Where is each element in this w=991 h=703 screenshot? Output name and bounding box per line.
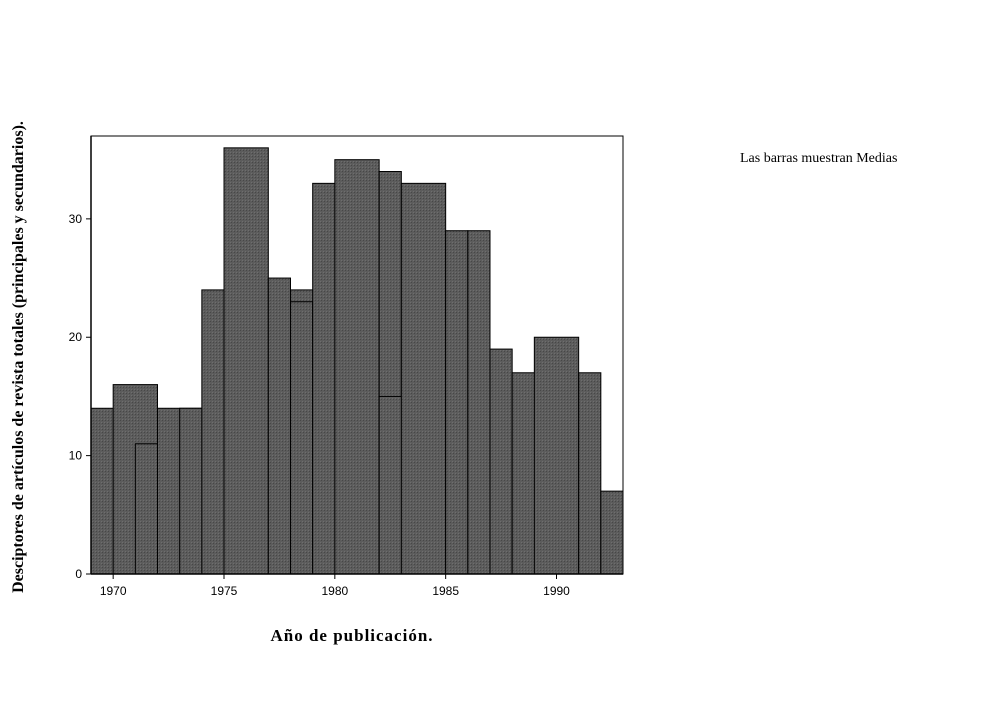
bar-16	[467, 230, 491, 575]
y-tick-label-0: 0	[75, 567, 82, 581]
x-axis-label: Año de publicación.	[270, 626, 433, 645]
bar-6	[223, 147, 269, 575]
x-tick-label-1990: 1990	[543, 584, 570, 598]
x-tick-label-1970: 1970	[100, 584, 127, 598]
x-tick-label-1975: 1975	[211, 584, 238, 598]
y-tick-label-10: 10	[69, 449, 83, 463]
bar-9	[290, 301, 314, 575]
bar-20	[533, 336, 580, 575]
y-tick-label-20: 20	[69, 330, 83, 344]
bars-note: Las barras muestran Medias	[740, 151, 897, 166]
bar-17	[489, 348, 513, 575]
x-tick-label-1980: 1980	[321, 584, 348, 598]
bar-11	[334, 159, 380, 575]
x-tick-label-1985: 1985	[432, 584, 459, 598]
bars-group	[90, 147, 624, 575]
bar-15	[445, 230, 469, 575]
bar-22	[600, 490, 624, 575]
bar-14	[400, 182, 447, 575]
bar-21	[578, 372, 602, 575]
y-ticks: 0 10 20 30	[69, 212, 91, 581]
bar-7	[267, 277, 292, 575]
bar-2	[134, 443, 158, 575]
y-tick-label-30: 30	[69, 212, 83, 226]
x-ticks: 1970 1975 1980 1985 1990	[100, 574, 570, 598]
y-axis-label: Desciptores de artículos de revista tota…	[10, 121, 27, 593]
